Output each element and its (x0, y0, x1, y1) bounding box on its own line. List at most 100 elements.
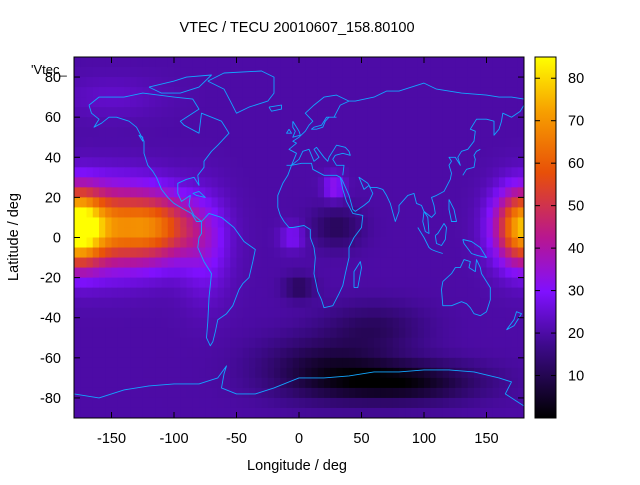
heatmap-cell (267, 407, 275, 418)
heatmap-cell (92, 57, 100, 68)
heatmap-cell (436, 257, 444, 269)
heatmap-cell (167, 187, 175, 198)
heatmap-cell (355, 57, 363, 68)
heatmap-cell (374, 387, 381, 399)
heatmap-cell (205, 87, 213, 98)
heatmap-cell (330, 207, 338, 219)
heatmap-cell (267, 307, 275, 319)
heatmap-cell (199, 77, 206, 88)
heatmap-cell (442, 397, 450, 409)
heatmap-cell (474, 377, 481, 389)
heatmap-cell (474, 267, 481, 279)
heatmap-cell (261, 287, 269, 299)
heatmap-cell (155, 217, 163, 229)
heatmap-cell (267, 127, 275, 138)
heatmap-cell (142, 237, 150, 249)
heatmap-cell (349, 387, 356, 399)
heatmap-cell (486, 397, 494, 409)
heatmap-cell (480, 377, 488, 389)
heatmap-cell (124, 347, 131, 359)
heatmap-cell (249, 147, 256, 158)
heatmap-cell (192, 327, 200, 339)
heatmap-cell (405, 397, 413, 409)
heatmap-cell (124, 287, 131, 299)
heatmap-cell (336, 397, 344, 409)
heatmap-cell (505, 187, 513, 198)
heatmap-cell (374, 307, 381, 319)
heatmap-cell (255, 337, 263, 349)
heatmap-cell (224, 177, 231, 188)
heatmap-cell (186, 97, 194, 108)
heatmap-cell (374, 77, 381, 88)
heatmap-cell (86, 197, 94, 209)
heatmap-cell (411, 387, 419, 399)
heatmap-cell (286, 267, 294, 279)
coastline (339, 104, 524, 234)
heatmap-cell (480, 127, 488, 138)
heatmap-cell (242, 257, 250, 269)
heatmap-cell (274, 237, 281, 249)
heatmap-cell (124, 277, 131, 289)
heatmap-cell (467, 387, 475, 399)
heatmap-cell (274, 317, 281, 329)
heatmap-cell (455, 147, 463, 158)
heatmap-cell (111, 357, 119, 369)
heatmap-cell (117, 267, 125, 279)
heatmap-cell (230, 397, 238, 409)
heatmap-cell (261, 177, 269, 188)
heatmap-cell (336, 97, 344, 108)
heatmap-cell (117, 377, 125, 389)
heatmap-cell (455, 267, 463, 279)
heatmap-cell (492, 347, 500, 359)
heatmap-cell (455, 187, 463, 198)
heatmap-cell (367, 287, 375, 299)
heatmap-cell (92, 217, 100, 229)
heatmap-cell (136, 177, 144, 188)
heatmap-cell (124, 127, 131, 138)
heatmap-cell (461, 187, 469, 198)
heatmap-cell (86, 207, 94, 219)
heatmap-cell (74, 257, 81, 269)
heatmap-cell (386, 377, 394, 389)
heatmap-cell (99, 307, 106, 319)
heatmap-cell (442, 87, 450, 98)
heatmap-cell (267, 117, 275, 128)
heatmap-cell (467, 197, 475, 209)
heatmap-cell (499, 347, 506, 359)
heatmap-cell (161, 247, 169, 259)
heatmap-cell (267, 67, 275, 78)
heatmap-cell (492, 147, 500, 158)
heatmap-cell (380, 397, 388, 409)
heatmap-cell (80, 287, 88, 299)
heatmap-cell (399, 137, 406, 148)
heatmap-cell (111, 267, 119, 279)
heatmap-cell (505, 77, 513, 88)
heatmap-cell (505, 97, 513, 108)
heatmap-cell (211, 317, 219, 329)
heatmap-cell (261, 347, 269, 359)
heatmap-cell (399, 237, 406, 249)
heatmap-cell (192, 97, 200, 108)
heatmap-cell (199, 397, 206, 409)
heatmap-cell (105, 127, 113, 138)
heatmap-cell (92, 347, 100, 359)
heatmap-cell (505, 157, 513, 168)
heatmap-cell (274, 97, 281, 108)
heatmap-cell (180, 257, 188, 269)
heatmap-cell (180, 67, 188, 78)
heatmap-cell (74, 247, 81, 259)
heatmap-cell (280, 317, 288, 329)
heatmap-cell (336, 337, 344, 349)
heatmap-cell (311, 97, 319, 108)
heatmap-cell (486, 357, 494, 369)
heatmap-cell (261, 297, 269, 309)
heatmap-cell (417, 107, 425, 118)
heatmap-cell (349, 137, 356, 148)
heatmap-cell (230, 237, 238, 249)
heatmap-cell (255, 297, 263, 309)
heatmap-cell (199, 327, 206, 339)
heatmap-cell (430, 57, 438, 68)
heatmap-cell (480, 107, 488, 118)
heatmap-cell (274, 307, 281, 319)
